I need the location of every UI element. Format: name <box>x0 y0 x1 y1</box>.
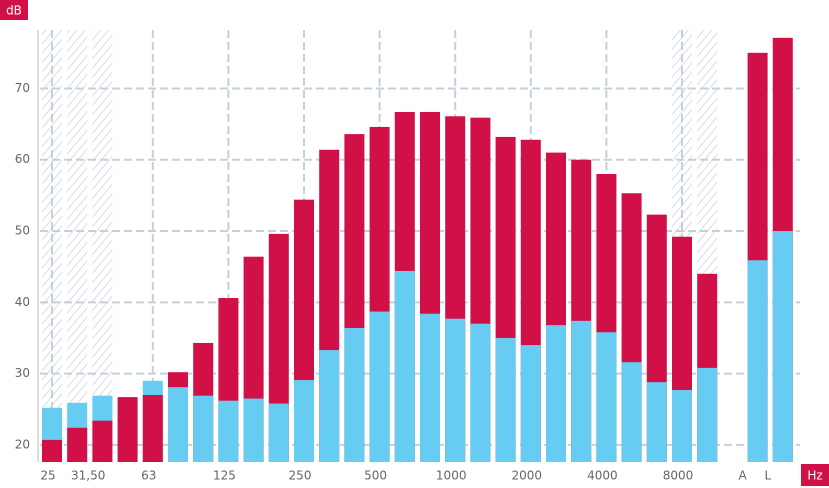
bar <box>117 397 138 462</box>
bar <box>243 398 264 462</box>
bar <box>621 362 642 462</box>
x-tick-label: 1000 <box>436 469 467 483</box>
x-tick-label: A <box>738 469 747 483</box>
bar <box>672 390 692 462</box>
bar <box>646 382 667 462</box>
bar <box>42 439 62 462</box>
bar <box>697 367 718 462</box>
x-tick-label: 25 <box>40 469 55 483</box>
x-tick-label: 63 <box>141 469 156 483</box>
bar <box>571 320 592 462</box>
bar <box>319 350 340 462</box>
bar <box>218 400 239 462</box>
bar <box>142 394 163 462</box>
hatched-column <box>92 30 113 462</box>
x-label-box <box>801 464 829 486</box>
x-tick-label: 500 <box>364 469 387 483</box>
bar <box>268 403 289 462</box>
y-tick-label: 20 <box>15 437 30 451</box>
bar <box>546 325 566 462</box>
bar <box>470 323 491 462</box>
y-tick-label: 60 <box>15 152 30 166</box>
x-tick-label: 2000 <box>512 469 543 483</box>
x-tick-label: 4000 <box>587 469 618 483</box>
x-axis-label: Hz <box>807 469 822 483</box>
x-tick-label: 125 <box>213 469 236 483</box>
bar <box>772 231 793 462</box>
y-tick-label: 30 <box>15 366 30 380</box>
bar <box>193 395 214 462</box>
bar <box>369 311 390 462</box>
hatched-column <box>67 30 88 462</box>
bar <box>420 313 440 462</box>
bar <box>596 332 617 462</box>
bar <box>344 327 365 462</box>
y-tick-label: 50 <box>15 224 30 238</box>
x-tick-label: L <box>764 469 771 483</box>
bar <box>747 260 768 462</box>
x-tick-label: 31,50 <box>71 469 105 483</box>
y-tick-label: 70 <box>15 81 30 95</box>
y-tick-label: 40 <box>15 295 30 309</box>
bar <box>67 427 88 462</box>
bar <box>495 337 516 462</box>
bar <box>394 270 415 462</box>
bar <box>294 380 314 462</box>
y-axis-label: dB <box>6 4 22 18</box>
bar <box>520 345 541 462</box>
bar <box>92 420 113 462</box>
bar <box>445 318 466 462</box>
bar <box>168 387 188 462</box>
y-label-box <box>0 0 28 20</box>
x-tick-label: 250 <box>289 469 312 483</box>
x-tick-label: 8000 <box>663 469 694 483</box>
